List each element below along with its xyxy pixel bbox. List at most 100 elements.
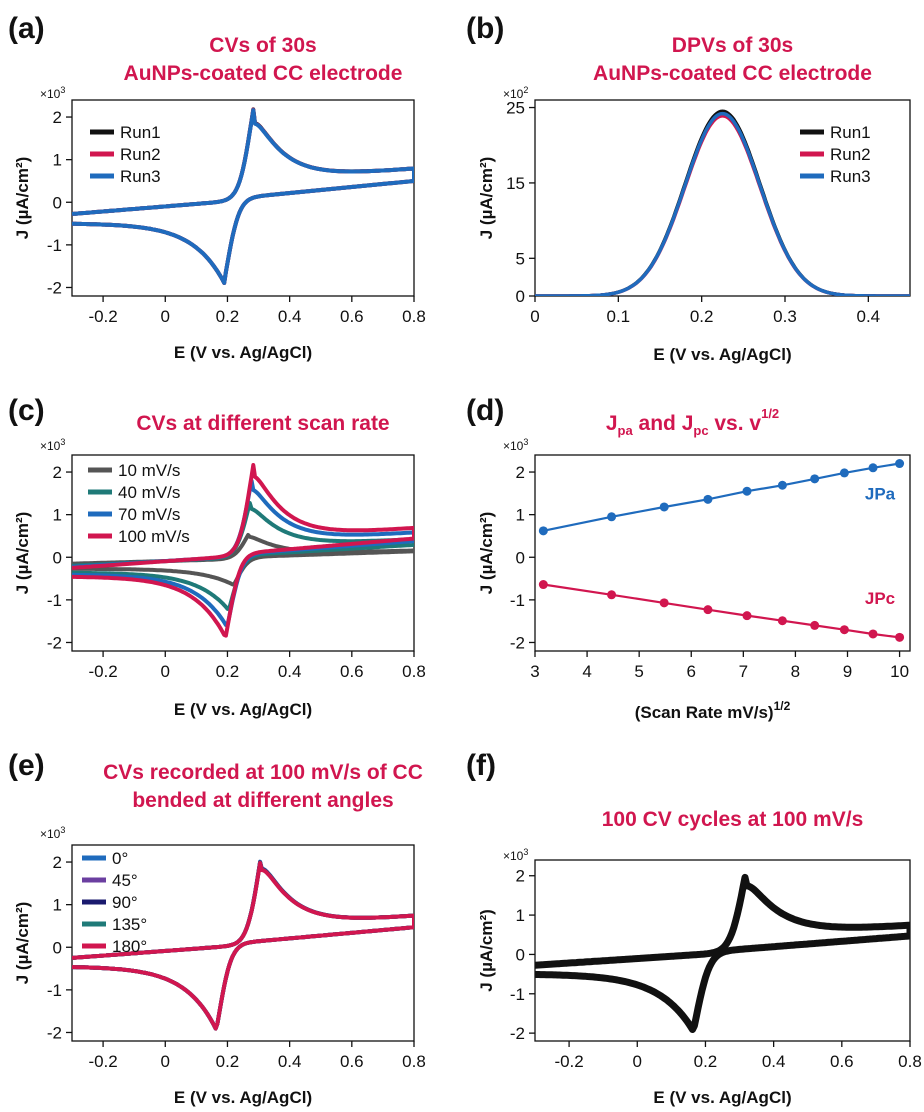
data-point-JPa <box>742 486 752 496</box>
data-point-JPa <box>895 459 905 469</box>
y-tick-label: -2 <box>510 633 525 652</box>
x-tick-label: 0.6 <box>830 1052 854 1071</box>
x-tick-label: 0.8 <box>402 662 426 681</box>
y-tick-label: -1 <box>510 985 525 1004</box>
multiplier-exp: 3 <box>523 437 528 447</box>
panel-letter: (f) <box>466 749 496 782</box>
y-tick-label: 5 <box>516 249 525 268</box>
x-tick-label: 0.2 <box>216 307 240 326</box>
plot-area <box>72 107 414 285</box>
data-point-JPa <box>777 480 787 490</box>
multiplier-base: ×10 <box>503 87 524 101</box>
data-point-JPc <box>839 625 849 635</box>
x-label-sup: 1/2 <box>774 699 791 713</box>
legend-label: 45° <box>112 871 138 890</box>
multiplier-base: ×10 <box>40 439 61 453</box>
data-point-JPc <box>810 620 820 630</box>
x-axis-label: E (V vs. Ag/AgCl) <box>653 345 791 364</box>
data-point-JPa <box>810 474 820 484</box>
axis-multiplier: ×103 <box>40 825 65 841</box>
y-tick-label: 1 <box>516 906 525 925</box>
plot-frame <box>71 99 415 297</box>
y-tick-label: 2 <box>53 108 62 127</box>
x-tick-label: 0.2 <box>694 1052 718 1071</box>
data-point-JPc <box>703 605 713 615</box>
panel-letter: (e) <box>8 749 45 782</box>
x-tick-label: 0.1 <box>607 307 631 326</box>
legend-label: Run3 <box>830 167 871 186</box>
series-line-Run2 <box>535 114 910 296</box>
y-tick-label: 2 <box>53 853 62 872</box>
plot-frame <box>534 859 911 1042</box>
chart-title: AuNPs-coated CC electrode <box>593 62 872 85</box>
chart-title: AuNPs-coated CC electrode <box>124 62 403 85</box>
x-tick-label: 0 <box>161 662 170 681</box>
plot-frame <box>534 454 911 652</box>
series-line-Run3 <box>72 108 414 285</box>
legend-label: Run2 <box>830 145 871 164</box>
multiplier-exp: 3 <box>60 825 65 835</box>
plot-area <box>535 109 910 296</box>
y-axis-label: J (µA/cm²) <box>13 157 32 240</box>
x-tick-label: 0.4 <box>278 1052 302 1071</box>
axis-multiplier: ×103 <box>40 437 65 453</box>
multiplier-exp: 2 <box>523 85 528 95</box>
chart-title: 100 CV cycles at 100 mV/s <box>602 808 864 831</box>
fit-line-JPa <box>543 462 900 532</box>
chart-title: bended at different angles <box>132 789 393 812</box>
y-tick-label: 1 <box>53 506 62 525</box>
y-tick-label: 0 <box>53 548 62 567</box>
y-tick-label: 2 <box>516 867 525 886</box>
legend-label: 40 mV/s <box>118 483 180 502</box>
x-tick-label: 0.4 <box>278 662 302 681</box>
legend-label: Run2 <box>120 145 161 164</box>
multiplier-exp: 3 <box>60 85 65 95</box>
legend-label: 70 mV/s <box>118 505 180 524</box>
panel-a: (a) CVs of 30s AuNPs-coated CC electrode ×1… <box>8 12 426 362</box>
x-tick-label: 5 <box>634 662 643 681</box>
x-tick-label: 6 <box>687 662 696 681</box>
title-part: pc <box>693 423 708 438</box>
x-tick-label: 0.2 <box>690 307 714 326</box>
panel-letter: (c) <box>8 394 45 427</box>
fit-line-JPc <box>543 583 900 639</box>
y-tick-label: 1 <box>53 151 62 170</box>
x-tick-label: 0 <box>530 307 539 326</box>
plot-area <box>538 459 905 642</box>
chart-title: CVs of 30s <box>209 34 316 57</box>
multiplier-base: ×10 <box>503 439 524 453</box>
multiplier-base: ×10 <box>40 87 61 101</box>
x-tick-label: 0.6 <box>340 1052 364 1071</box>
legend-label: 135° <box>112 915 147 934</box>
data-point-JPa <box>538 526 548 536</box>
x-tick-label: 0.6 <box>340 662 364 681</box>
y-axis-label: J (µA/cm²) <box>13 512 32 595</box>
series-line-Run3 <box>535 111 910 296</box>
y-tick-label: 1 <box>53 896 62 915</box>
x-axis-label: E (V vs. Ag/AgCl) <box>174 1088 312 1107</box>
data-point-JPc <box>607 590 617 600</box>
legend-label: 90° <box>112 893 138 912</box>
axis-multiplier: ×102 <box>503 85 528 101</box>
plot-frame <box>534 99 911 297</box>
series-annotation: JPc <box>865 589 895 608</box>
y-tick-label: -1 <box>47 981 62 1000</box>
title-part: J <box>606 412 618 435</box>
y-tick-label: 1 <box>516 506 525 525</box>
y-tick-label: -2 <box>47 633 62 652</box>
axis-multiplier: ×103 <box>503 847 528 863</box>
series-annotation: JPa <box>865 485 896 504</box>
y-axis-label: J (µA/cm²) <box>477 512 496 595</box>
x-tick-label: 0.8 <box>402 1052 426 1071</box>
data-point-JPa <box>868 463 878 473</box>
x-tick-label: 0.2 <box>216 1052 240 1071</box>
panel-b: (b) DPVs of 30s AuNPs-coated CC electrode ×… <box>466 12 911 364</box>
panel-letter: (a) <box>8 12 45 45</box>
x-tick-label: -0.2 <box>88 1052 117 1071</box>
chart-title: CVs at different scan rate <box>136 412 389 435</box>
legend-label: Run3 <box>120 167 161 186</box>
legend-label: Run1 <box>830 123 871 142</box>
x-tick-label: -0.2 <box>554 1052 583 1071</box>
y-axis-label: J (µA/cm²) <box>477 909 496 992</box>
